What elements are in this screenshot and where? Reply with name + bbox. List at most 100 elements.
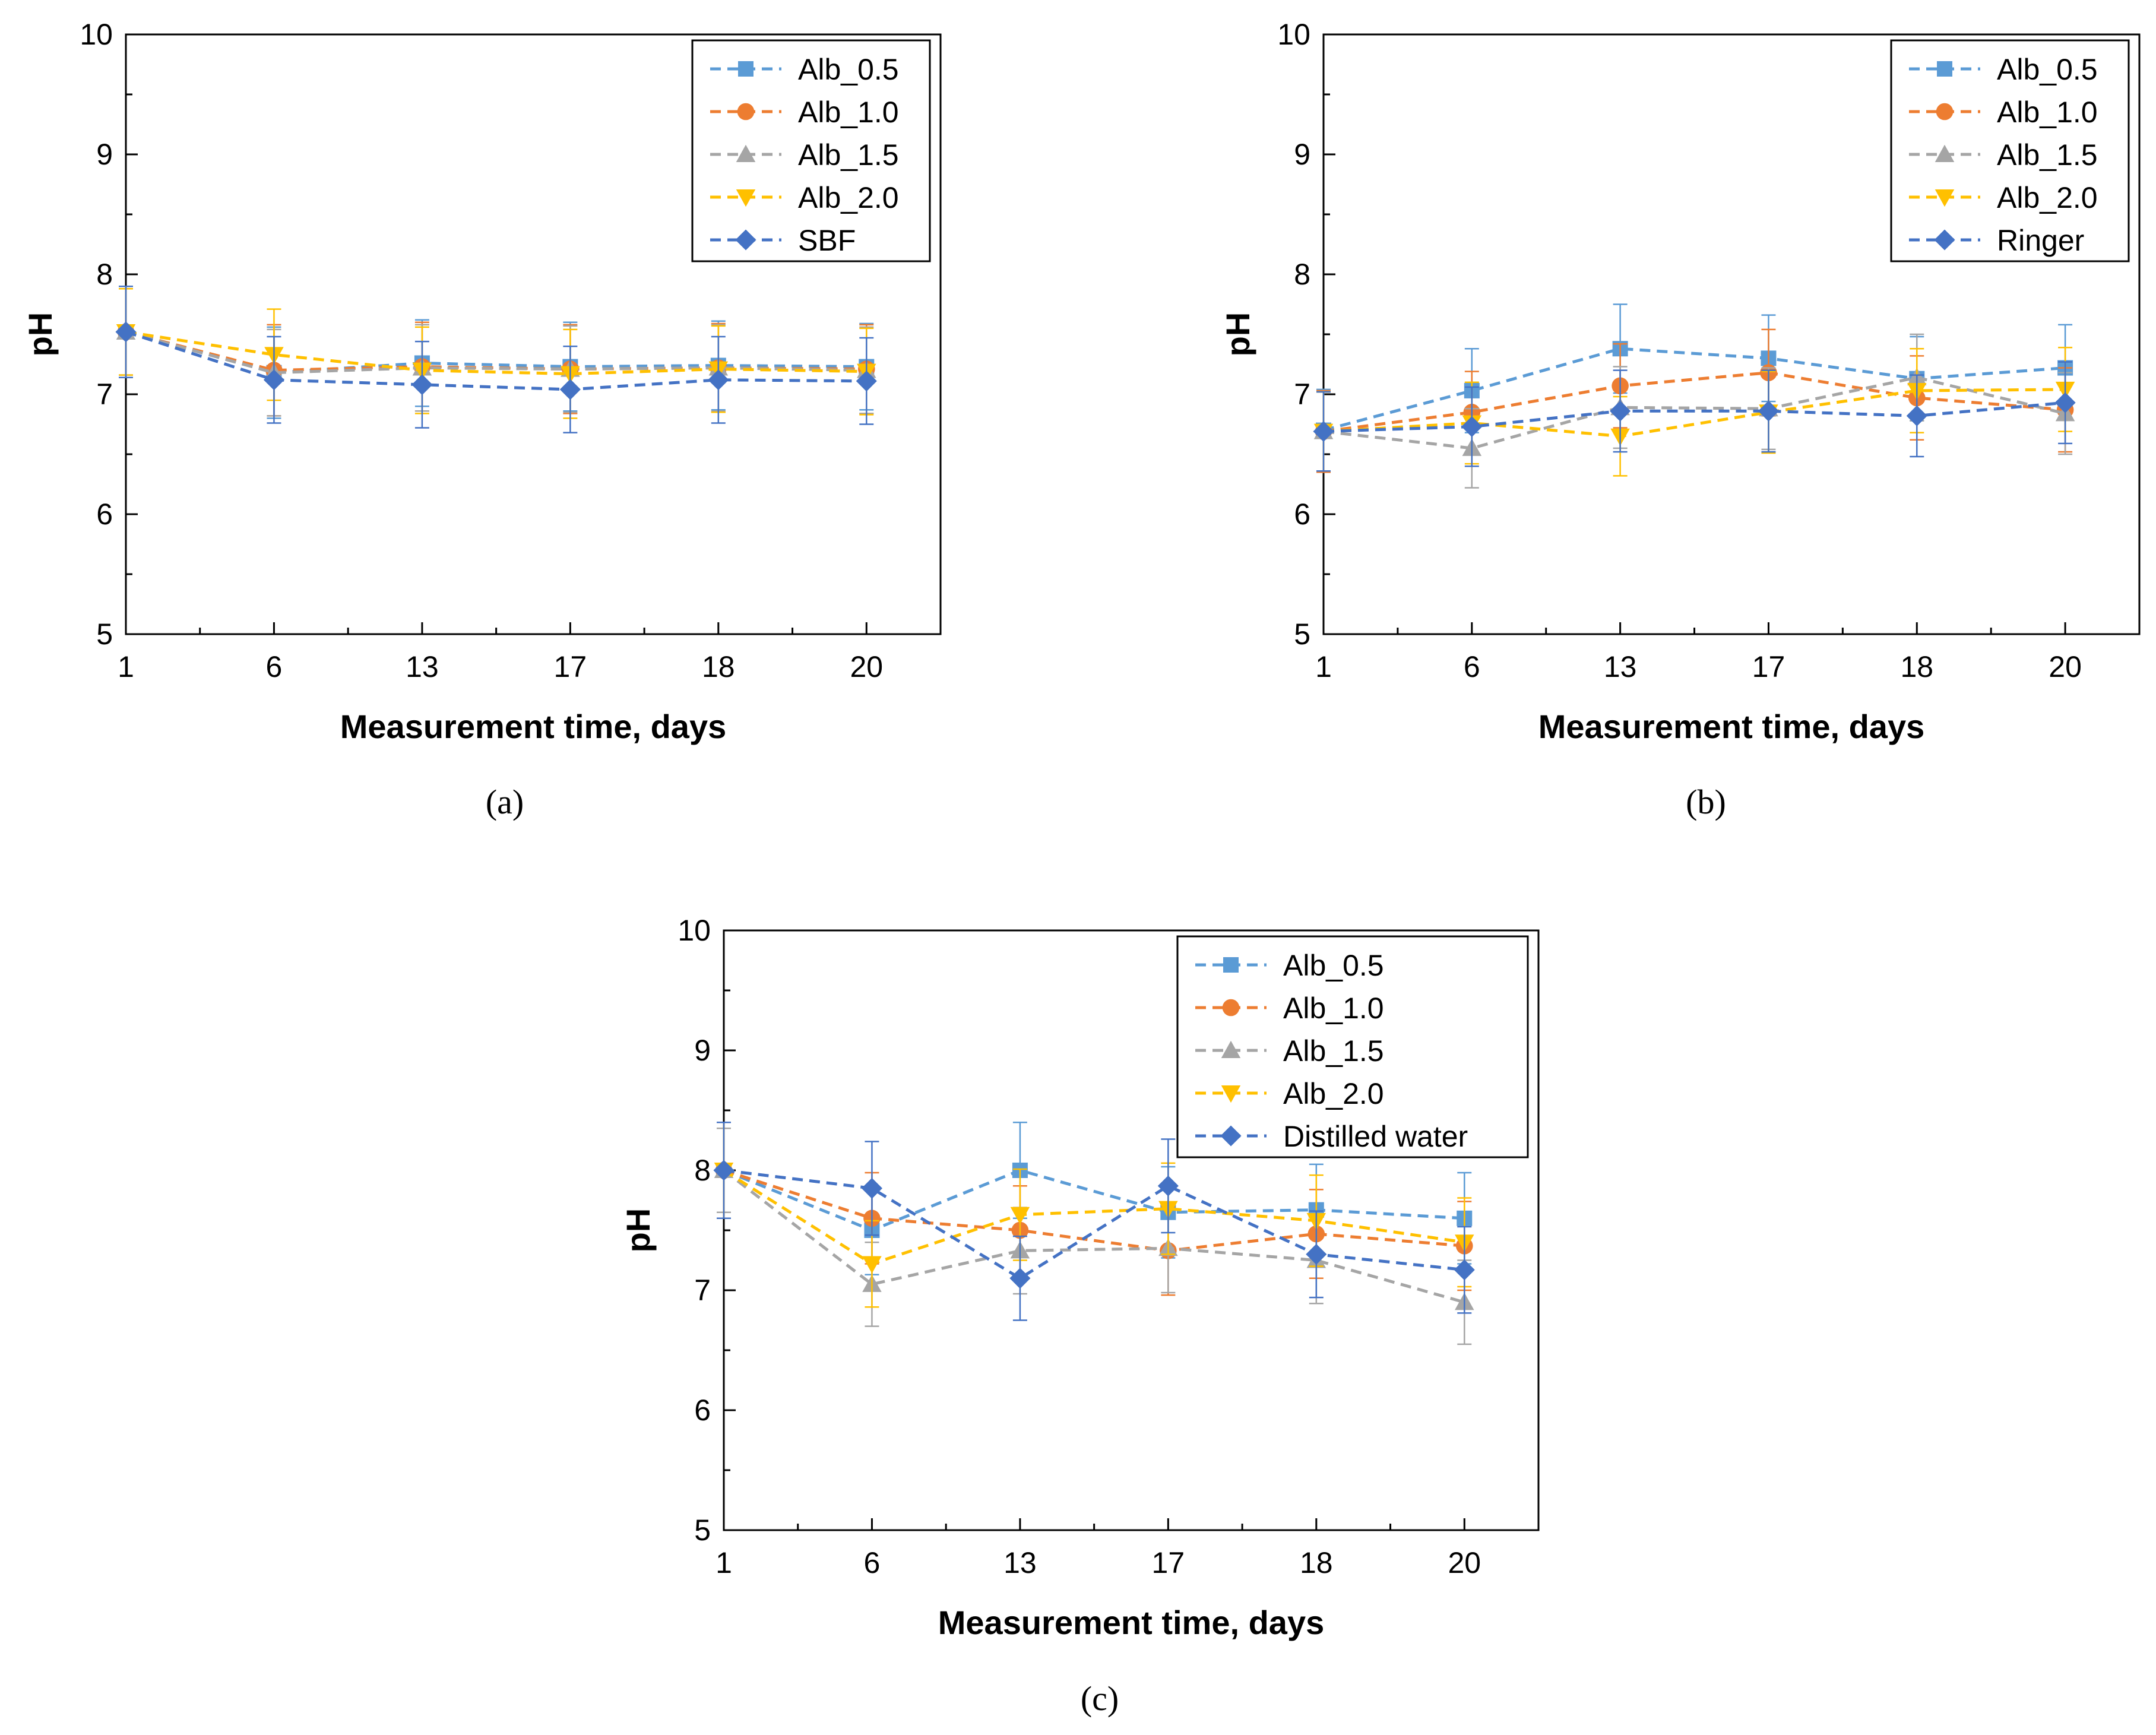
series-line <box>125 330 867 376</box>
y-tick-label: 6 <box>1294 498 1310 531</box>
panel-caption: (b) <box>1686 783 1726 821</box>
series-line <box>1323 388 2066 438</box>
data-point <box>861 1177 883 1199</box>
y-tick-label: 7 <box>96 378 113 411</box>
y-axis-label: pH <box>21 312 59 357</box>
y-axis: 5 6 7 8 9 10 <box>1277 18 1335 651</box>
legend-item: Alb_1.0 <box>1909 96 2098 129</box>
legend-marker <box>1222 999 1240 1017</box>
y-tick-label: 5 <box>694 1514 711 1547</box>
legend-item: Alb_2.0 <box>1909 181 2098 214</box>
legend-item: Alb_0.5 <box>1909 53 2098 86</box>
legend-marker <box>738 61 754 77</box>
legend-item: Distilled water <box>1195 1120 1468 1153</box>
legend-item: Alb_0.5 <box>710 53 899 86</box>
x-tick-label: 13 <box>1003 1546 1037 1579</box>
data-point <box>713 1160 735 1181</box>
y-tick-label: 10 <box>80 18 113 51</box>
x-tick-label: 18 <box>1900 650 1933 683</box>
chart-panel-a: 5 6 7 8 9 10 1 6 13 17 18 20 pH Measurement time, … <box>21 18 942 821</box>
legend-item: Alb_1.0 <box>1195 992 1384 1025</box>
y-tick-label: 9 <box>1294 138 1310 171</box>
chart-panel-b: 5 6 7 8 9 10 1 6 13 17 18 20 pH Measurement time, … <box>1219 18 2141 821</box>
x-tick-label: 6 <box>266 650 283 683</box>
legend-label: Alb_1.0 <box>1283 992 1384 1025</box>
y-axis: 5 6 7 8 9 10 <box>80 18 138 651</box>
data-point <box>2054 392 2076 413</box>
series-line <box>1323 347 2066 432</box>
series-line <box>723 1169 1465 1232</box>
y-tick-label: 10 <box>1277 18 1310 51</box>
x-tick-label: 17 <box>1752 650 1785 683</box>
data-point <box>1313 421 1334 442</box>
series-line <box>723 1169 1465 1304</box>
legend-item: Alb_1.5 <box>1195 1034 1384 1068</box>
legend-marker <box>735 229 756 251</box>
y-tick-label: 5 <box>1294 618 1310 651</box>
legend-item: Alb_2.0 <box>710 181 899 214</box>
legend-label: Alb_2.0 <box>798 181 899 214</box>
x-tick-label: 20 <box>850 650 883 683</box>
legend-item: Alb_2.0 <box>1195 1077 1384 1110</box>
y-axis-label: pH <box>619 1208 657 1253</box>
data-point <box>1906 405 1927 426</box>
x-tick-label: 13 <box>1604 650 1637 683</box>
x-axis: 1 6 13 17 18 20 <box>118 622 883 683</box>
legend-marker <box>1937 61 1952 77</box>
y-tick-label: 7 <box>694 1274 711 1307</box>
data-point <box>559 379 581 400</box>
series-ringer <box>1313 361 2076 472</box>
data-point <box>1610 400 1631 422</box>
legend-box <box>1890 39 2130 262</box>
x-tick-label: 1 <box>118 650 134 683</box>
x-tick-label: 20 <box>2049 650 2082 683</box>
data-point <box>1454 1259 1475 1281</box>
x-axis-label: Measurement time, days <box>1538 708 1924 745</box>
x-tick-label: 18 <box>702 650 735 683</box>
series-line <box>125 330 867 391</box>
x-axis-label: Measurement time, days <box>340 708 726 745</box>
legend-marker <box>1934 229 1955 251</box>
series-line <box>1323 371 2066 433</box>
data-point <box>411 374 433 395</box>
data-point <box>1009 1268 1031 1289</box>
legend-item: Alb_1.0 <box>710 96 899 129</box>
legend-marker <box>736 189 756 207</box>
legend: Alb_0.5 Alb_1.0 Alb_1.5 Alb_2.0 Ringer <box>1890 39 2130 262</box>
data-point <box>1157 1175 1179 1196</box>
data-point <box>1461 416 1483 438</box>
x-tick-label: 17 <box>554 650 587 683</box>
legend-marker <box>1220 1125 1242 1147</box>
y-tick-label: 10 <box>677 914 711 947</box>
legend-item: Ringer <box>1909 224 2084 257</box>
x-axis: 1 6 13 17 18 20 <box>715 1518 1481 1579</box>
series-line <box>723 1169 1465 1266</box>
legend-marker <box>1221 1085 1241 1103</box>
x-tick-label: 1 <box>1315 650 1332 683</box>
legend-item: Alb_1.5 <box>710 138 899 172</box>
x-tick-label: 13 <box>406 650 439 683</box>
y-tick-label: 5 <box>96 618 113 651</box>
series-sbf <box>115 285 877 433</box>
legend-marker <box>1221 1040 1241 1058</box>
legend-label: Alb_2.0 <box>1997 181 2098 214</box>
legend-label: Distilled water <box>1283 1120 1468 1153</box>
x-tick-label: 20 <box>1448 1546 1481 1579</box>
y-tick-label: 8 <box>694 1154 711 1187</box>
y-tick-label: 6 <box>694 1394 711 1427</box>
series-layer <box>713 1121 1475 1345</box>
data-point <box>856 371 877 392</box>
x-tick-label: 17 <box>1152 1546 1185 1579</box>
legend-label: Ringer <box>1997 224 2084 257</box>
y-tick-label: 8 <box>1294 258 1310 291</box>
y-axis-label: pH <box>1219 312 1256 357</box>
legend-marker <box>1935 144 1955 162</box>
legend-label: Alb_0.5 <box>1997 53 2098 86</box>
series-distilled-water <box>713 1121 1475 1321</box>
series-line <box>1323 376 2066 450</box>
y-axis: 5 6 7 8 9 10 <box>677 914 736 1547</box>
legend-box <box>691 39 931 262</box>
data-point <box>1010 1207 1030 1224</box>
